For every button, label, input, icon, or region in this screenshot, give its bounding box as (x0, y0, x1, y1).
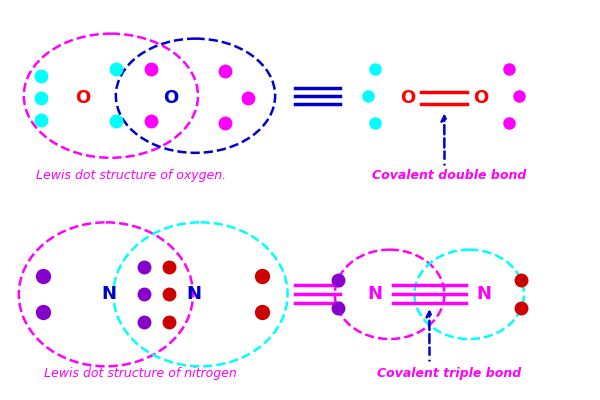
Text: Lewis dot structure of oxygen.: Lewis dot structure of oxygen. (36, 169, 226, 182)
Text: O: O (400, 89, 415, 107)
Text: O: O (76, 89, 91, 107)
Text: Covalent double bond: Covalent double bond (372, 169, 526, 182)
Text: N: N (101, 285, 116, 303)
Text: O: O (473, 89, 489, 107)
Text: Covalent triple bond: Covalent triple bond (377, 367, 521, 380)
Text: Lewis dot structure of nitrogen: Lewis dot structure of nitrogen (44, 367, 237, 380)
Text: N: N (186, 285, 201, 303)
Text: N: N (367, 285, 382, 303)
Text: O: O (163, 89, 178, 107)
Text: N: N (476, 285, 491, 303)
